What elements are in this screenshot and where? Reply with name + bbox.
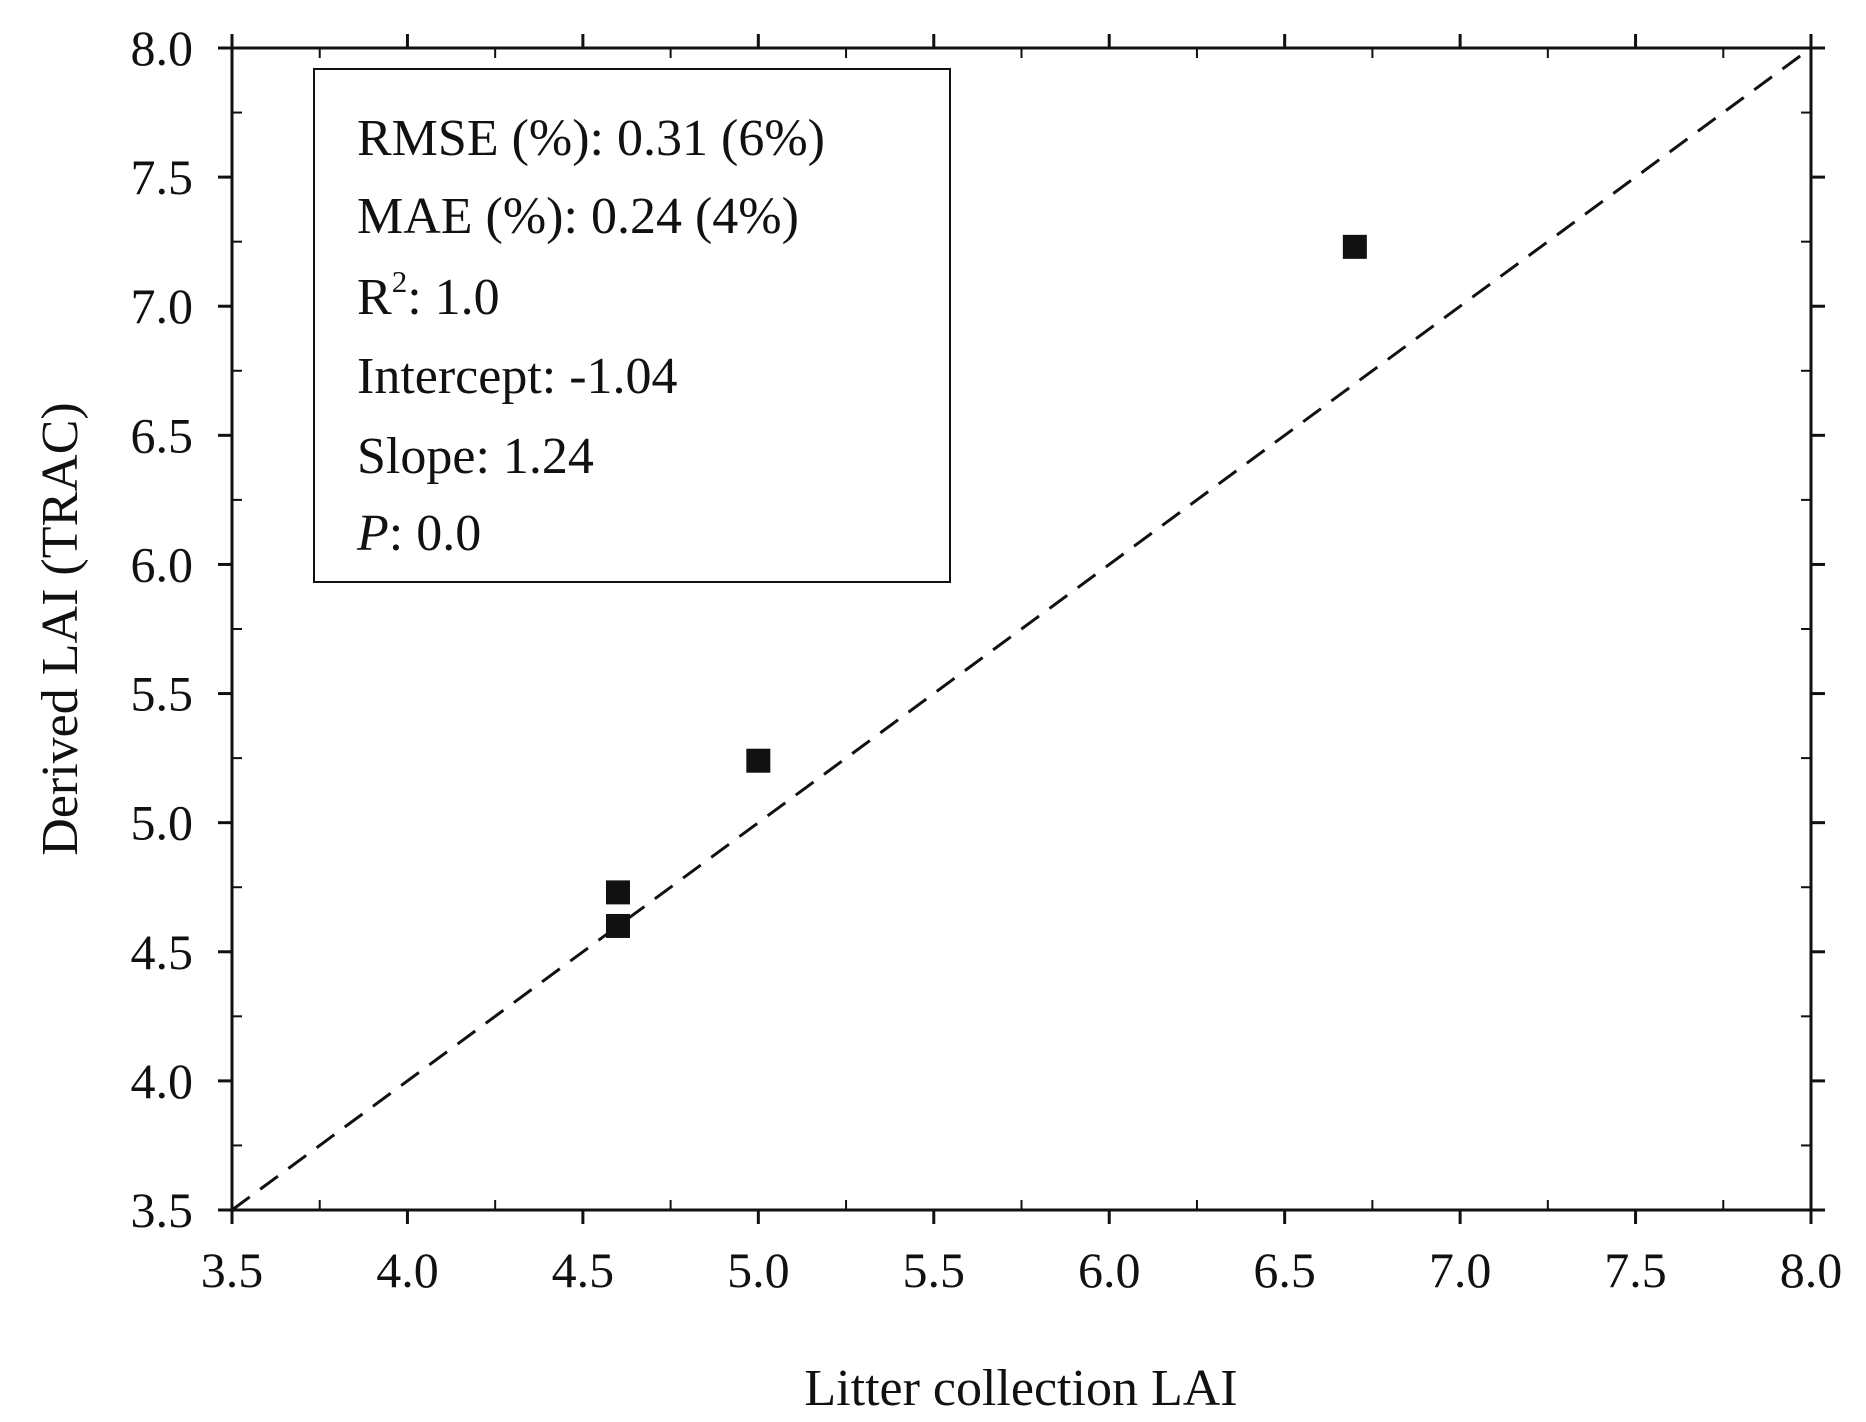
x-tick-label: 5.0	[727, 1242, 790, 1298]
stat-rmse: RMSE (%): 0.31 (6%)	[357, 110, 825, 167]
x-axis-title: Litter collection LAI	[804, 1360, 1237, 1417]
y-tick-label: 4.5	[131, 924, 194, 980]
reference-line-1to1	[231, 46, 1812, 1212]
x-tick-label: 4.5	[552, 1242, 615, 1298]
data-point	[746, 748, 771, 773]
y-tick-label: 5.0	[131, 795, 194, 851]
x-tick-label: 4.0	[376, 1242, 439, 1298]
stats-box: RMSE (%): 0.31 (6%) MAE (%): 0.24 (4%) R…	[313, 68, 951, 583]
x-tick-label: 6.0	[1078, 1242, 1141, 1298]
y-tick-label: 8.0	[131, 20, 194, 76]
y-tick-label: 6.5	[131, 407, 194, 463]
ticks-layer: 3.5 4.0 4.5 5.0 5.5 6.0 6.5 7.0 7.5 8.0 3.5 4.0 4.5 5…	[131, 20, 1843, 1298]
stat-mae: MAE (%): 0.24 (4%)	[357, 188, 799, 245]
data-point	[1342, 234, 1367, 259]
points-layer	[605, 234, 1367, 938]
stat-p-value: : 0.0	[389, 505, 481, 562]
stat-r2-superscript: 2	[392, 264, 408, 299]
stat-r2: R2: 1.0	[357, 264, 500, 326]
data-point	[605, 880, 630, 905]
stat-intercept: Intercept: -1.04	[357, 348, 678, 405]
stat-p: P: 0.0	[356, 505, 481, 562]
stat-r2-prefix: R	[357, 269, 392, 326]
y-axis-title: Derived LAI (TRAC)	[32, 402, 89, 855]
x-tick-label: 5.5	[903, 1242, 966, 1298]
stat-r2-value: : 1.0	[407, 269, 499, 326]
stats-box-border	[313, 68, 951, 583]
y-tick-label: 7.5	[131, 149, 194, 205]
y-tick-label: 5.5	[131, 666, 194, 722]
stat-slope: Slope: 1.24	[357, 428, 594, 485]
reference-layer	[231, 46, 1812, 1212]
y-tick-label: 6.0	[131, 536, 194, 592]
x-tick-label: 6.5	[1253, 1242, 1316, 1298]
data-point	[605, 913, 630, 938]
x-tick-label: 7.5	[1604, 1242, 1667, 1298]
y-tick-label: 7.0	[131, 278, 194, 334]
y-tick-label: 3.5	[131, 1182, 194, 1238]
x-tick-label: 8.0	[1780, 1242, 1843, 1298]
stat-p-prefix: P	[356, 505, 389, 562]
x-tick-label: 7.0	[1429, 1242, 1492, 1298]
x-tick-label: 3.5	[201, 1242, 264, 1298]
plot-frame	[230, 46, 1813, 1212]
y-tick-label: 4.0	[131, 1053, 194, 1109]
